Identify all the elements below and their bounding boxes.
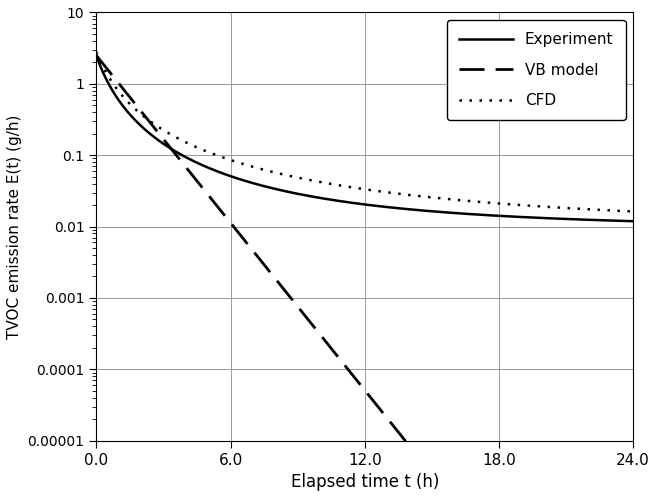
VB model bbox=[120, 87, 127, 93]
CFD bbox=[515, 202, 523, 208]
X-axis label: Elapsed time t (h): Elapsed time t (h) bbox=[290, 473, 439, 491]
Legend: Experiment, VB model, CFD: Experiment, VB model, CFD bbox=[447, 20, 625, 120]
CFD bbox=[353, 185, 361, 191]
VB model bbox=[93, 52, 101, 58]
Experiment bbox=[339, 199, 347, 205]
Experiment bbox=[614, 218, 622, 224]
CFD bbox=[629, 209, 637, 215]
VB model bbox=[353, 378, 361, 384]
Experiment bbox=[629, 218, 637, 224]
Experiment bbox=[120, 104, 127, 110]
Line: CFD: CFD bbox=[97, 52, 633, 212]
CFD bbox=[339, 183, 347, 189]
CFD bbox=[614, 208, 622, 214]
Line: VB model: VB model bbox=[97, 55, 633, 498]
Y-axis label: TVOC emission rate E(t) (g/h): TVOC emission rate E(t) (g/h) bbox=[7, 115, 22, 339]
Experiment bbox=[614, 218, 622, 224]
CFD bbox=[120, 94, 127, 100]
CFD bbox=[93, 49, 101, 55]
VB model bbox=[339, 360, 347, 366]
Experiment bbox=[515, 214, 523, 220]
Experiment bbox=[353, 201, 361, 207]
CFD bbox=[614, 208, 622, 214]
Experiment bbox=[93, 52, 101, 58]
Line: Experiment: Experiment bbox=[97, 55, 633, 221]
